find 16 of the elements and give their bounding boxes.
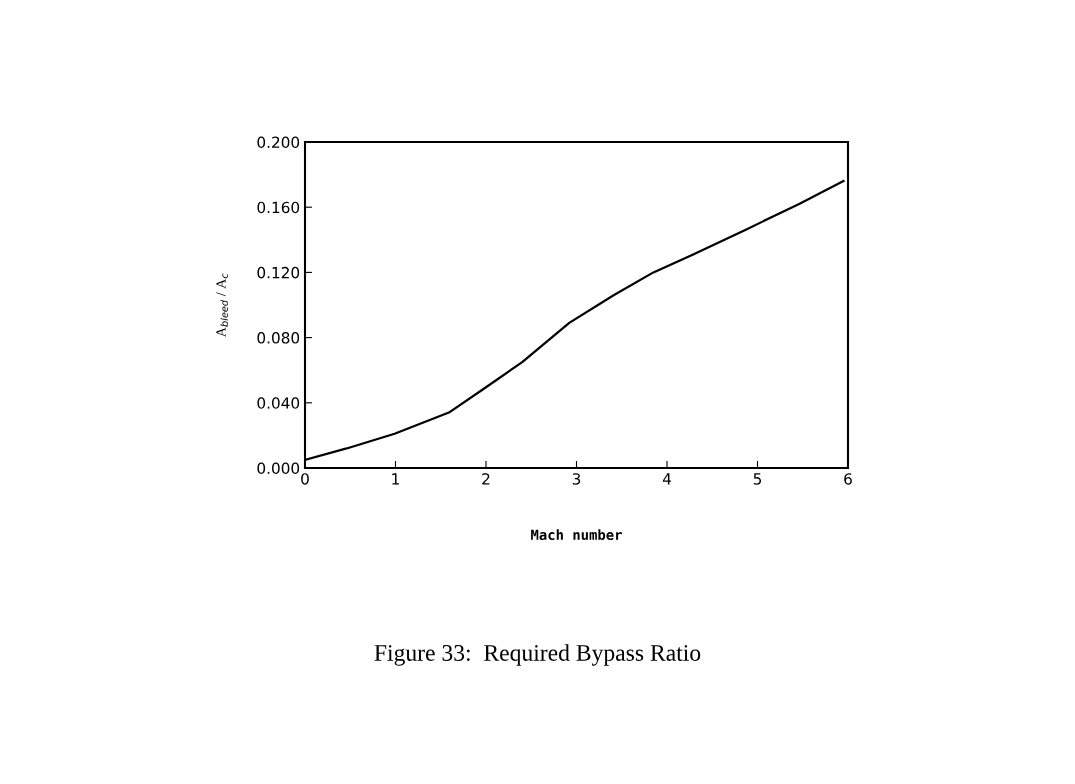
- y-tick-label: 0.040: [257, 397, 300, 409]
- x-tick-label: 4: [662, 473, 671, 485]
- x-axis-title: Mach number: [531, 529, 622, 541]
- y-tick-label: 0.160: [257, 201, 300, 214]
- y-axis-title: A$_{bleed}$ / A$_{c}$: [216, 273, 228, 338]
- x-tick-label: 1: [392, 473, 399, 485]
- y-tick-label: 0.200: [257, 136, 300, 149]
- x-tick-label: 3: [572, 473, 581, 485]
- text: Figure 33: Required Bypass Ratio: [374, 644, 701, 666]
- y-tick-label: 0.120: [257, 266, 300, 279]
- x-tick-label: 6: [844, 473, 852, 485]
- y-tick-label: 0.000: [257, 462, 300, 475]
- y-tick-label: 0.080: [257, 332, 300, 344]
- x-tick-label: 2: [482, 473, 490, 485]
- x-tick-label: 5: [753, 473, 762, 485]
- x-tick-label: 0: [301, 473, 309, 485]
